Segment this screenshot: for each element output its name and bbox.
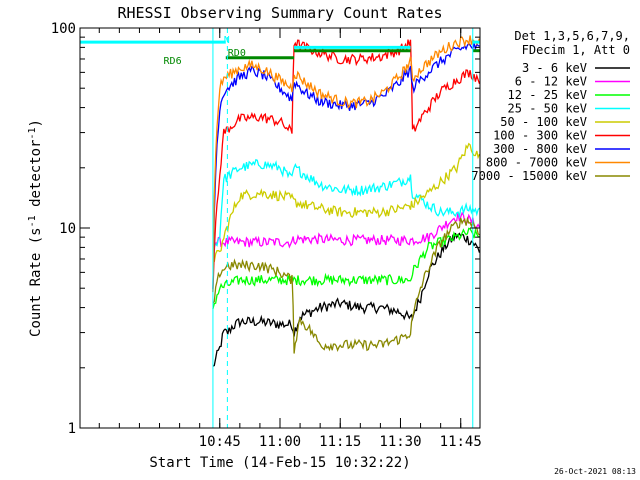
x-tick-label-4: 11:45 (440, 434, 482, 450)
legend-header-0: Det 1,3,5,6,7,9, (514, 29, 630, 43)
legend-label-8: 7000 - 15000 keV (471, 169, 587, 183)
legend-label-4: 50 - 100 keV (500, 115, 587, 129)
y-tick-label-2: 100 (51, 21, 76, 37)
status-layer: N RD0 RD6 (80, 35, 480, 67)
x-tick-label-0: 10:45 (199, 434, 241, 450)
y-axis-label: Count Rate (s-1 detector-1) (27, 119, 44, 337)
series-line-0 (212, 232, 481, 367)
status-label-rd0: RD0 (228, 48, 246, 59)
legend: Det 1,3,5,6,7,9,FDecim 1, Att 0 3 - 6 keV… (471, 29, 630, 183)
legend-label-6: 300 - 800 keV (493, 142, 587, 156)
legend-label-2: 12 - 25 keV (508, 88, 587, 102)
chart-title: RHESSI Observing Summary Count Rates (117, 4, 442, 22)
legend-header-1: FDecim 1, Att 0 (522, 43, 630, 57)
series-line-8 (212, 216, 480, 354)
series-line-5 (212, 39, 481, 293)
legend-label-3: 25 - 50 keV (508, 102, 587, 116)
y-axis-ticks: 1 10 100 (51, 21, 480, 437)
x-axis-label: Start Time (14-Feb-15 10:32:22) (149, 455, 410, 471)
x-tick-label-3: 11:30 (379, 434, 421, 450)
status-label-rd6: RD6 (164, 56, 182, 67)
series-layer (212, 35, 481, 367)
legend-label-7: 800 - 7000 keV (486, 156, 587, 170)
y-tick-label-0: 1 (68, 421, 76, 437)
vline-layer (212, 28, 474, 428)
series-line-6 (212, 42, 480, 290)
x-axis-ticks: 10:45 11:00 11:15 11:30 11:45 (98, 28, 482, 450)
legend-label-1: 6 - 12 keV (515, 75, 587, 89)
status-label-n: N (224, 35, 230, 46)
series-line-7 (212, 35, 481, 293)
series-line-4 (212, 142, 481, 263)
x-tick-label-1: 11:00 (259, 434, 301, 450)
series-line-3 (212, 158, 480, 247)
y-tick-label-1: 10 (59, 221, 76, 237)
series-line-1 (212, 211, 481, 249)
legend-label-0: 3 - 6 keV (522, 61, 587, 75)
footer-timestamp: 26-Oct-2021 08:13 (554, 467, 636, 476)
x-tick-label-2: 11:15 (319, 434, 361, 450)
series-line-2 (212, 227, 480, 310)
legend-label-5: 100 - 300 keV (493, 129, 587, 143)
